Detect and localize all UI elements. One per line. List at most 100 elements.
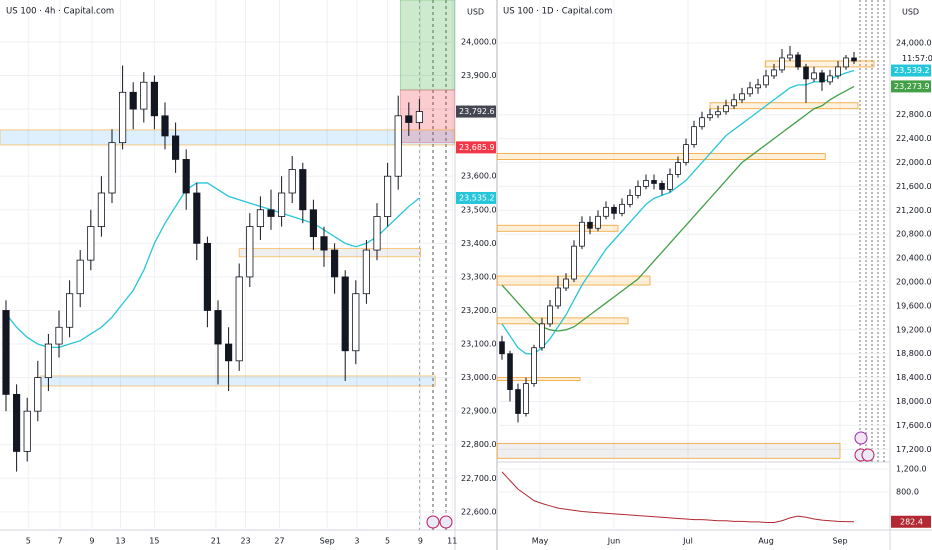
price-zone bbox=[399, 0, 455, 91]
x-tick-label: Aug bbox=[758, 537, 774, 546]
event-icons[interactable] bbox=[426, 431, 875, 529]
candle-body bbox=[214, 310, 222, 345]
candle-body bbox=[843, 57, 849, 68]
price-marker bbox=[891, 80, 931, 93]
candle-body bbox=[108, 142, 116, 194]
y-tick-label: 23,600.0 bbox=[461, 172, 497, 181]
x-tick-label: 5 bbox=[26, 537, 31, 546]
candle-body bbox=[835, 66, 841, 77]
x-tick-label: 5 bbox=[385, 537, 390, 546]
candle-body bbox=[803, 66, 809, 80]
candle-body bbox=[787, 54, 793, 59]
candle-body bbox=[715, 111, 721, 116]
currency-label: USD bbox=[467, 8, 484, 17]
price-zone bbox=[496, 377, 581, 382]
candle-body bbox=[405, 115, 413, 123]
candle-body bbox=[819, 72, 825, 83]
candle-body bbox=[394, 115, 402, 177]
y-tick-label: 19,600.0 bbox=[896, 301, 932, 310]
price-zone bbox=[764, 60, 875, 68]
y-tick-label: 23,000.0 bbox=[461, 373, 497, 382]
price-marker bbox=[456, 191, 496, 204]
x-tick-label: 13 bbox=[115, 537, 125, 546]
candle-body bbox=[515, 389, 521, 414]
candle-body bbox=[320, 236, 328, 251]
x-tick-label: Jul bbox=[682, 537, 693, 546]
price-marker-label: 23,273.9 bbox=[894, 82, 930, 91]
y-tick-label: 22,000.0 bbox=[896, 158, 932, 167]
candle-body bbox=[352, 293, 360, 352]
x-tick-label: 27 bbox=[274, 537, 284, 546]
y-tick-label: 800.0 bbox=[896, 488, 919, 497]
candle-body bbox=[267, 209, 275, 217]
price-marker bbox=[456, 105, 496, 118]
indicator-line bbox=[501, 471, 855, 523]
event-icon[interactable] bbox=[854, 431, 868, 445]
candle-body bbox=[161, 115, 169, 137]
price-marker bbox=[456, 141, 496, 154]
candle-body bbox=[256, 209, 264, 227]
y-tick-label: 18,800.0 bbox=[896, 349, 932, 358]
y-tick-label: 23,100.0 bbox=[461, 340, 497, 349]
y-tick-label: 23,400.0 bbox=[461, 239, 497, 248]
candle-body bbox=[140, 81, 148, 110]
candle-body bbox=[44, 343, 52, 379]
candle-body bbox=[587, 221, 593, 229]
y-tick-label: 24,000.0 bbox=[461, 37, 497, 46]
candle-body bbox=[595, 215, 601, 229]
y-tick-label: 21,200.0 bbox=[896, 206, 932, 215]
candle-body bbox=[499, 341, 505, 355]
candle-body bbox=[246, 226, 254, 278]
candle-body bbox=[288, 169, 296, 194]
candle-body bbox=[627, 194, 633, 205]
x-tick-label: 9 bbox=[418, 537, 423, 546]
candle-body bbox=[547, 305, 553, 325]
candle-body bbox=[707, 114, 713, 119]
y-tick-label: 20,800.0 bbox=[896, 230, 932, 239]
candle-body bbox=[299, 169, 307, 211]
event-flag[interactable] bbox=[861, 448, 875, 462]
candle-body bbox=[739, 93, 745, 101]
candle-body bbox=[182, 159, 190, 194]
x-tick-label: Jun bbox=[607, 537, 621, 546]
y-tick-label: 22,600.0 bbox=[461, 507, 497, 516]
y-tick-label: 21,600.0 bbox=[896, 182, 932, 191]
candle-body bbox=[603, 206, 609, 217]
indicator-marker-label: 282.4 bbox=[900, 517, 923, 526]
y-tick-label: 18,000.0 bbox=[896, 397, 932, 406]
price-zone bbox=[0, 129, 455, 146]
candle-body bbox=[97, 192, 105, 227]
price-marker-label: 23,792.6 bbox=[459, 107, 495, 116]
candle-body bbox=[235, 276, 243, 362]
y-tick-label: 22,400.0 bbox=[896, 134, 932, 143]
x-tick-label: 11 bbox=[447, 537, 457, 546]
chart-title: US 100 · 1D · Capital.com bbox=[503, 7, 612, 17]
candle-body bbox=[119, 91, 127, 144]
future-lines bbox=[859, 0, 885, 462]
y-tick-label: 17,200.0 bbox=[896, 445, 932, 454]
candle-body bbox=[309, 209, 317, 238]
candle-body bbox=[373, 216, 381, 251]
candle-body bbox=[225, 343, 233, 362]
moving-average bbox=[501, 69, 855, 355]
y-tick-label: 23,900.0 bbox=[461, 71, 497, 80]
candle-body bbox=[699, 117, 705, 128]
candle-body bbox=[2, 310, 10, 395]
candle-body bbox=[723, 105, 729, 113]
event-flag[interactable] bbox=[439, 515, 453, 529]
price-zone bbox=[496, 442, 841, 459]
price-zone bbox=[496, 153, 826, 160]
candle-body bbox=[341, 276, 349, 352]
x-tick-label: May bbox=[532, 537, 549, 546]
price-zone bbox=[39, 375, 436, 387]
candle-body bbox=[851, 57, 857, 62]
event-flag[interactable] bbox=[426, 515, 440, 529]
candle-body bbox=[539, 323, 545, 349]
candle-body bbox=[691, 126, 697, 145]
y-tick-label: 17,600.0 bbox=[896, 421, 932, 430]
candle-body bbox=[563, 278, 569, 289]
candle-body bbox=[531, 347, 537, 385]
candle-body bbox=[523, 383, 529, 414]
y-tick-label: 22,900.0 bbox=[461, 407, 497, 416]
moving-average bbox=[5, 182, 420, 349]
